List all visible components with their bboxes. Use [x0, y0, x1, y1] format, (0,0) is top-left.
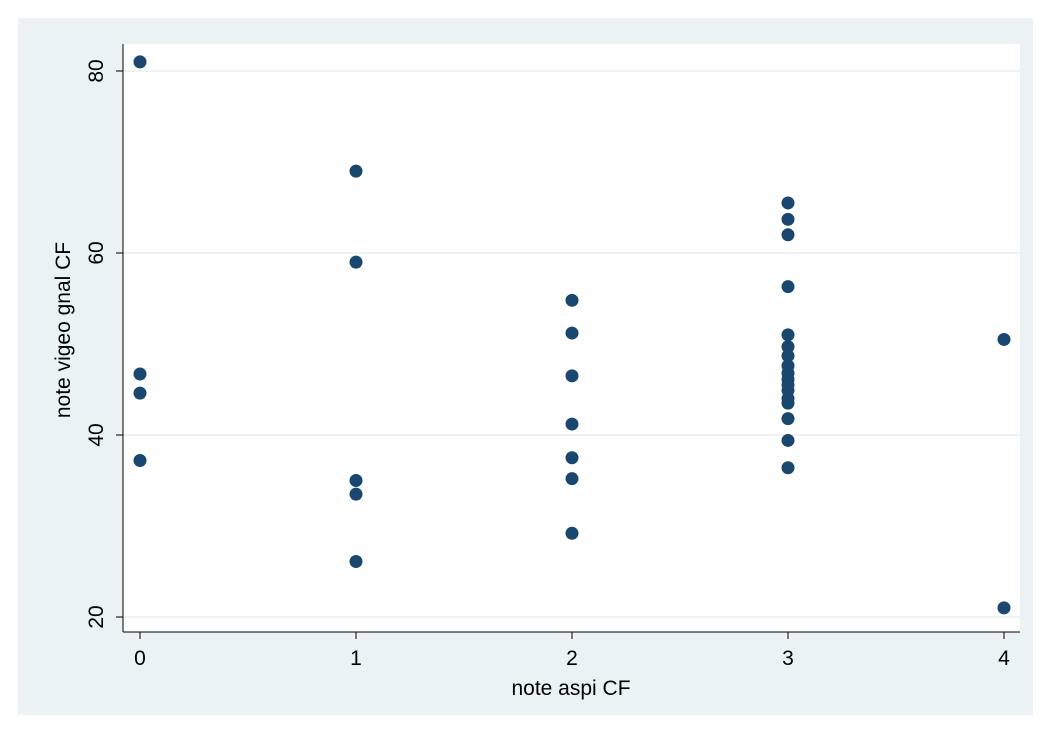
data-point	[781, 340, 795, 354]
data-point	[781, 280, 795, 294]
data-point	[565, 526, 579, 540]
data-point	[349, 164, 363, 178]
data-point	[133, 367, 147, 381]
x-tick-label: 3	[782, 647, 794, 670]
y-tick-label: 20	[85, 605, 108, 628]
data-points	[133, 55, 1011, 615]
data-point	[781, 328, 795, 342]
x-tick-label: 1	[350, 647, 362, 670]
data-point	[349, 554, 363, 568]
data-point	[997, 601, 1011, 615]
y-axis-title: note vigeo gnal CF	[52, 242, 75, 418]
data-point	[781, 349, 795, 363]
gridlines	[123, 70, 1020, 618]
data-point	[565, 326, 579, 340]
data-point	[565, 472, 579, 486]
data-point	[349, 474, 363, 487]
data-point	[781, 433, 795, 447]
data-point	[349, 487, 363, 501]
data-point	[781, 461, 795, 475]
y-tick-label: 60	[85, 241, 108, 264]
data-point	[781, 412, 795, 426]
data-point	[565, 417, 579, 431]
data-point	[781, 396, 795, 410]
data-point	[781, 212, 795, 226]
y-tick-label: 40	[85, 423, 108, 446]
data-point	[565, 369, 579, 383]
data-point	[565, 451, 579, 465]
data-point	[781, 228, 795, 242]
axis-ticks: 20 40 60 80 0 1 2 3 4	[85, 59, 1010, 670]
data-point	[565, 293, 579, 307]
x-axis-title: note aspi CF	[511, 677, 630, 700]
y-tick-label: 80	[85, 59, 108, 82]
data-point	[781, 196, 795, 210]
x-tick-label: 2	[566, 647, 578, 670]
data-point	[133, 386, 147, 400]
data-point	[349, 255, 363, 269]
x-tick-label: 0	[134, 647, 146, 670]
data-point	[133, 453, 147, 467]
x-tick-label: 4	[998, 647, 1010, 670]
data-point	[133, 55, 147, 69]
data-point	[997, 332, 1011, 346]
